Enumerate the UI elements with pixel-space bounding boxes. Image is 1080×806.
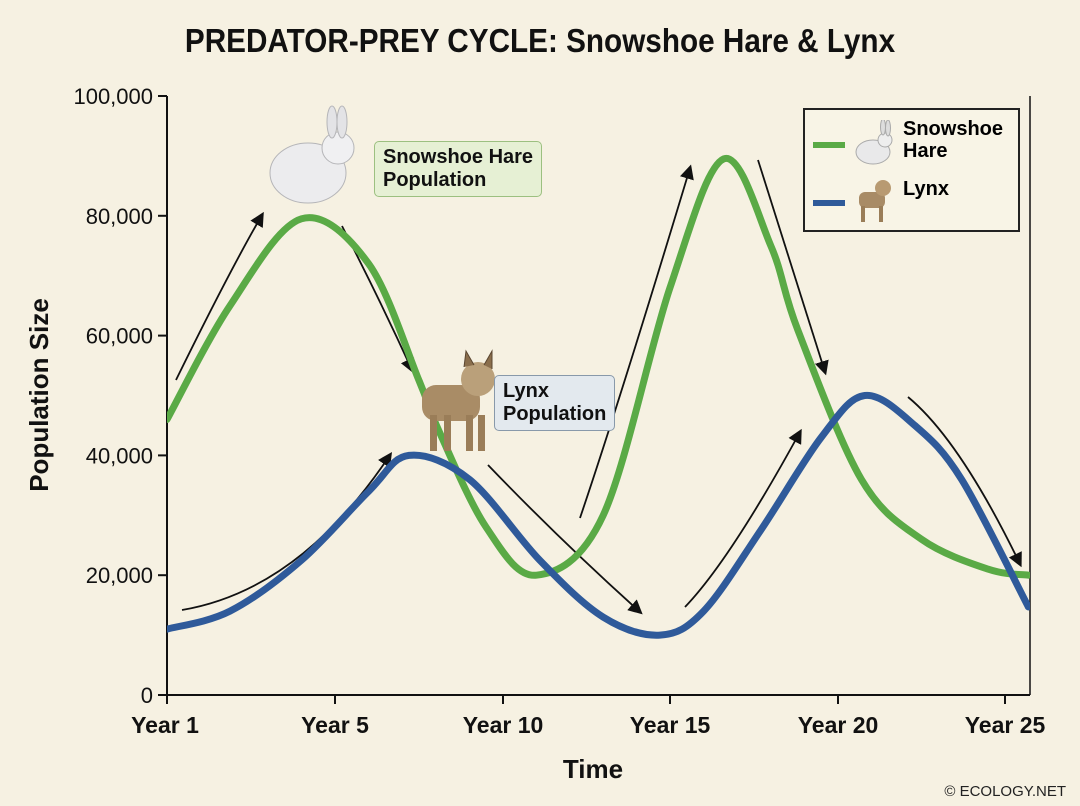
y-tick-label: 100,000 [73, 84, 153, 109]
lynx-population-callout: Lynx Population [494, 375, 616, 431]
hare-icon [855, 120, 893, 165]
lynx-icon [859, 180, 891, 222]
hare-head [321, 131, 355, 165]
x-tick-label: Year 5 [301, 712, 369, 738]
hare-population-callout: Snowshoe Hare Population [374, 141, 543, 197]
legend-label: Snowshoe [903, 118, 1004, 140]
hare-ear [336, 105, 348, 139]
trend-arrow [579, 164, 694, 519]
lynx-ears [463, 349, 493, 369]
trend-arrow [907, 396, 1022, 568]
lynx-leg [444, 415, 451, 451]
y-tick-label: 80,000 [86, 204, 153, 229]
legend-swatch-lynx [813, 200, 845, 206]
series-line-lynx [167, 391, 1030, 639]
x-tick-label: Year 1 [131, 712, 199, 738]
callout-line: Population [503, 403, 607, 425]
x-tick-label: Year 15 [630, 712, 711, 738]
x-tick-label: Year 10 [463, 712, 544, 738]
chart-title: PREDATOR-PREY CYCLE: Snowshoe Hare & Lyn… [184, 22, 896, 59]
lynx-illustration [422, 349, 495, 451]
trend-arrows [175, 159, 1022, 615]
lynx-leg [466, 415, 473, 451]
trend-arrow [757, 159, 829, 376]
lynx-head [461, 362, 495, 396]
legend: Snowshoe Hare Lynx [803, 108, 1020, 232]
trend-arrow [181, 452, 392, 611]
trend-arrow [487, 464, 643, 615]
legend-item-hare: Snowshoe Hare [805, 118, 1004, 165]
x-axis-label: Time [563, 754, 623, 784]
y-tick-label: 20,000 [86, 563, 153, 588]
x-tick-label: Year 25 [965, 712, 1046, 738]
callout-line: Lynx [503, 380, 549, 402]
trend-arrow [684, 428, 802, 608]
copyright: © ECOLOGY.NET [944, 783, 1066, 800]
y-tick-label: 40,000 [86, 443, 153, 468]
callout-line: Snowshoe Hare [383, 146, 534, 168]
lynx-leg [478, 415, 485, 451]
legend-swatch-hare [813, 142, 845, 148]
lynx-leg [430, 415, 437, 451]
callout-line: Population [383, 169, 487, 191]
series-line-snowshoe-hare [167, 155, 1030, 579]
y-tick-label: 60,000 [86, 324, 153, 349]
legend-label: Hare [903, 140, 948, 162]
lynx-body [422, 385, 480, 421]
trend-arrow [175, 211, 264, 381]
x-tick-label: Year 20 [798, 712, 879, 738]
y-axis-label: Population Size [24, 298, 54, 492]
hare-illustration [269, 105, 355, 204]
legend-label: Lynx [903, 178, 949, 200]
legend-item-lynx: Lynx [805, 178, 949, 222]
hare-ear [326, 105, 338, 139]
y-tick-label: 0 [141, 683, 153, 708]
